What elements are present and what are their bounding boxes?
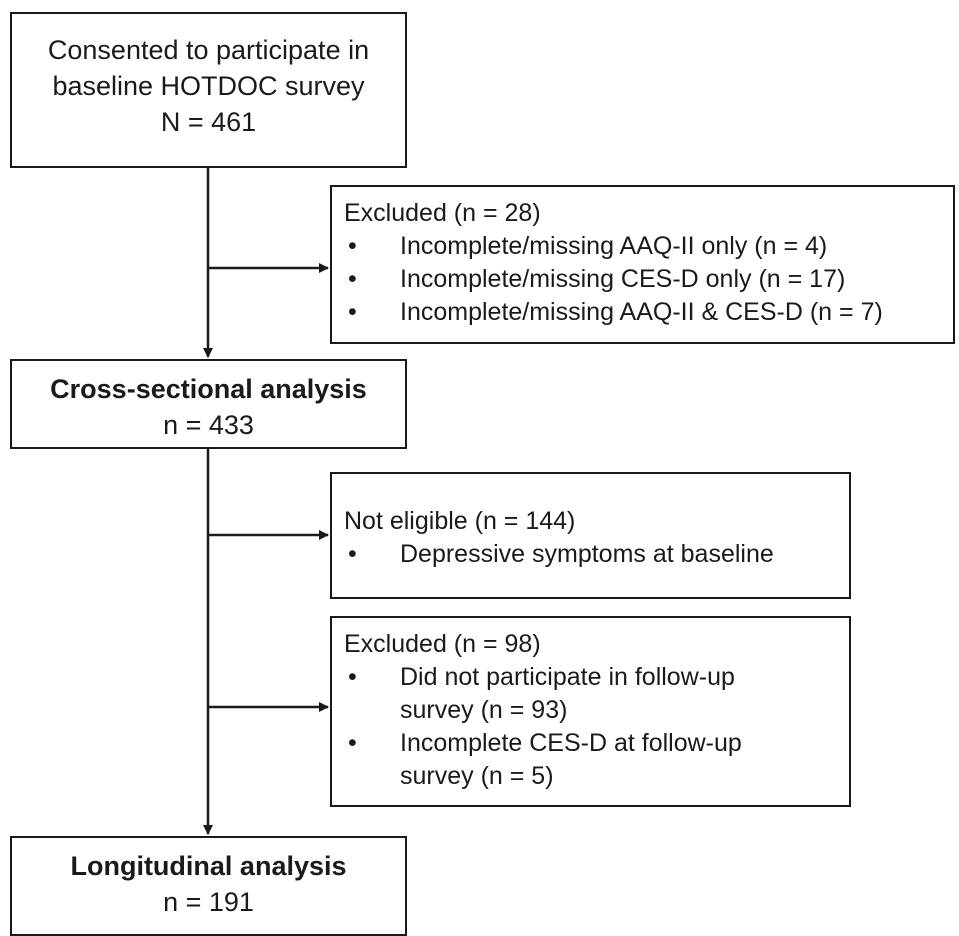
longitudinal-box: Longitudinal analysis n = 191 [10, 836, 407, 936]
longitudinal-count: n = 191 [163, 887, 254, 917]
excluded-box-2: Excluded (n = 98) • Did not participate i… [330, 616, 851, 807]
bullet-icon: • [348, 232, 357, 260]
bullet-icon: • [348, 729, 357, 757]
bullet-icon: • [348, 663, 357, 691]
consented-line-1: Consented to participate in [47, 35, 370, 65]
not-eligible-heading: Not eligible (n = 144) [344, 507, 576, 535]
consented-count: N = 461 [160, 107, 257, 137]
not-eligible-item: • Depressive symptoms at baseline [344, 538, 849, 571]
not-eligible-box: Not eligible (n = 144) • Depressive sympt… [330, 472, 851, 599]
excluded-2-heading: Excluded (n = 98) [344, 630, 541, 658]
longitudinal-title: Longitudinal analysis [70, 851, 347, 881]
consented-line-2: baseline HOTDOC survey [52, 71, 365, 101]
excluded-1-item: • Incomplete/missing AAQ-II only (n = 4) [344, 230, 953, 263]
consented-box: Consented to participate in baseline HOT… [10, 12, 407, 168]
bullet-icon: • [348, 298, 357, 326]
bullet-icon: • [348, 540, 357, 568]
excluded-1-item: • Incomplete/missing CES-D only (n = 17) [344, 263, 953, 296]
cross-sectional-title: Cross-sectional analysis [50, 374, 367, 404]
cross-sectional-count: n = 433 [163, 410, 254, 440]
cross-sectional-box: Cross-sectional analysis n = 433 [10, 359, 407, 449]
excluded-box-1: Excluded (n = 28) • Incomplete/missing AA… [330, 185, 955, 344]
excluded-2-item: • Incomplete CES-D at follow-up survey (n … [348, 729, 742, 790]
excluded-1-heading: Excluded (n = 28) [344, 199, 541, 227]
bullet-icon: • [348, 265, 357, 293]
excluded-1-item: • Incomplete/missing AAQ-II & CES-D (n = … [344, 296, 953, 329]
excluded-2-item: • Did not participate in follow-up survey … [348, 663, 735, 724]
